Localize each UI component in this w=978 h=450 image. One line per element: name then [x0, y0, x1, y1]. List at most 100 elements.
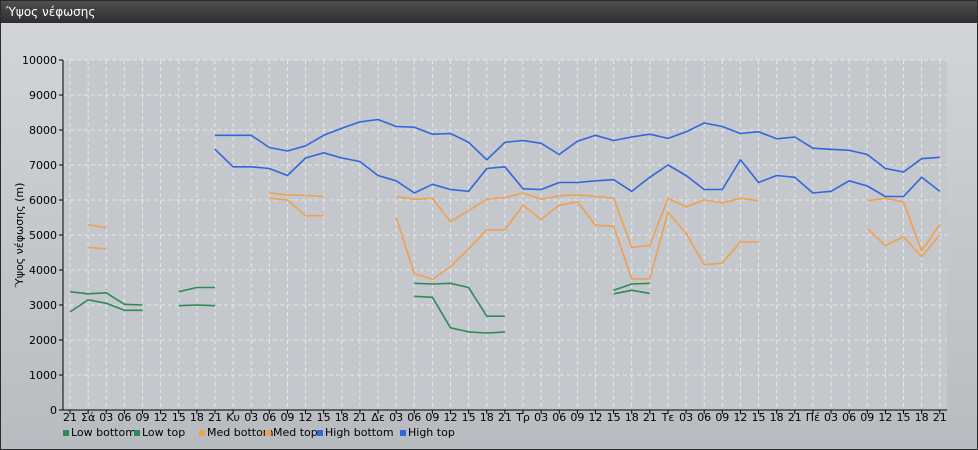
series-line-med-top: [867, 197, 941, 252]
legend-label-med-top: Med top: [273, 426, 318, 439]
x-tick-label: 18: [335, 411, 349, 424]
x-tick-label: 09: [570, 411, 584, 424]
x-tick-label: 21: [933, 411, 947, 424]
x-tick-label: Δε: [371, 411, 385, 424]
series-line-med-top: [396, 192, 759, 249]
x-tick-label: 15: [172, 411, 186, 424]
series-line-med-bottom: [866, 228, 941, 258]
x-tick-label: 15: [317, 411, 331, 424]
series-line-low-bottom: [613, 289, 650, 295]
x-tick-label: 06: [552, 411, 566, 424]
legend-label-low-bottom: Low bottom: [71, 426, 136, 439]
x-tick-label: 12: [588, 411, 602, 424]
x-tick-label: Κυ: [226, 411, 240, 424]
y-tick-label: 8000: [29, 124, 57, 137]
series-line-high-top: [215, 118, 940, 173]
grid: [63, 59, 947, 410]
x-tick-label: 21: [788, 411, 802, 424]
legend-swatch-med-bottom: [199, 430, 205, 436]
series-line-low-top: [178, 286, 215, 293]
legend-label-low-top: Low top: [142, 426, 185, 439]
y-tick-labels: 0 1000 2000 3000 4000 5000 6000 7000 8000 9000 100…: [22, 54, 57, 417]
x-tick-label: 09: [715, 411, 729, 424]
x-tick-label: 12: [733, 411, 747, 424]
x-tick-label: 12: [299, 411, 313, 424]
x-tick-label: 12: [154, 411, 168, 424]
series-line-med-bottom: [269, 197, 324, 217]
x-tick-label: 03: [244, 411, 258, 424]
x-tick-label: 09: [135, 411, 149, 424]
x-tick-label: 06: [117, 411, 131, 424]
legend-swatch-low-top: [134, 430, 140, 436]
x-tick-label: 03: [679, 411, 693, 424]
series-line-med-top: [269, 192, 324, 198]
series-line-low-top: [69, 290, 143, 306]
legend-swatch-low-bottom: [63, 430, 69, 436]
y-tick-label: 5000: [29, 229, 57, 242]
x-tick-label: 18: [915, 411, 929, 424]
x-tick-label: 21: [498, 411, 512, 424]
x-tick-label: 18: [770, 411, 784, 424]
x-tick-label: 18: [190, 411, 204, 424]
x-tick-label: 06: [842, 411, 856, 424]
x-tick-label: 21: [643, 411, 657, 424]
x-tick-labels: 21 Σά 03 06 09 12 15 18 21 Κυ 03 06 09 12 15 18 21 Δε 03 06…: [63, 411, 947, 424]
x-tick-label: Τε: [661, 411, 675, 424]
x-tick-label: 03: [389, 411, 403, 424]
series-line-med-top: [87, 223, 107, 229]
x-tick-label: Τρ: [515, 411, 530, 424]
series-line-med-bottom: [395, 201, 759, 281]
y-axis-label: Ύψος νέφωσης (m): [13, 183, 26, 289]
legend-label-high-top: High top: [408, 426, 455, 439]
x-tick-label: 15: [752, 411, 766, 424]
legend-swatch-high-bottom: [317, 430, 323, 436]
y-tick-label: 0: [50, 404, 57, 417]
legend-label-high-bottom: High bottom: [325, 426, 394, 439]
x-tick-label: 12: [878, 411, 892, 424]
legend-label-med-bottom: Med bottom: [207, 426, 274, 439]
y-tick-label: 9000: [29, 89, 57, 102]
x-tick-label: 18: [625, 411, 639, 424]
series-line-low-top: [414, 282, 505, 318]
y-tick-label: 10000: [22, 54, 57, 67]
x-tick-label: 03: [99, 411, 113, 424]
x-tick-label: Σά: [81, 411, 95, 424]
x-tick-label: 06: [697, 411, 711, 424]
x-tick-label: Πέ: [806, 411, 820, 424]
x-tick-label: 15: [607, 411, 621, 424]
y-tick-label: 2000: [29, 334, 57, 347]
y-tick-label: 3000: [29, 299, 57, 312]
x-tick-label: 06: [407, 411, 421, 424]
x-tick-label: 21: [353, 411, 367, 424]
x-tick-label: 15: [897, 411, 911, 424]
series-line-low-bottom: [414, 295, 505, 334]
y-tick-label: 7000: [29, 159, 57, 172]
window-title: Ύψος νέφωσης: [1, 1, 977, 23]
series-line-med-bottom: [88, 246, 107, 250]
x-tick-label: 06: [262, 411, 276, 424]
legend-swatch-high-top: [400, 430, 406, 436]
series-line-low-top: [613, 282, 650, 292]
x-tick-label: 15: [462, 411, 476, 424]
x-tick-label: 18: [480, 411, 494, 424]
x-tick-label: 09: [425, 411, 439, 424]
series-line-high-bottom: [214, 148, 941, 198]
series-line-low-bottom: [178, 304, 216, 307]
legend: Low bottom Low top Med bottom Med top High b…: [63, 426, 455, 439]
legend-swatch-med-top: [265, 430, 271, 436]
x-tick-label: 03: [534, 411, 548, 424]
y-tick-label: 4000: [29, 264, 57, 277]
y-tick-label: 1000: [29, 369, 57, 382]
x-tick-label: 09: [280, 411, 294, 424]
series-lines: [69, 118, 941, 334]
series-line-low-bottom: [69, 298, 143, 313]
x-tick-label: 03: [824, 411, 838, 424]
x-tick-label: 09: [860, 411, 874, 424]
y-tick-label: 6000: [29, 194, 57, 207]
axes: [59, 59, 947, 414]
x-tick-label: 21: [63, 411, 77, 424]
x-tick-label: 12: [444, 411, 458, 424]
x-tick-label: 21: [208, 411, 222, 424]
